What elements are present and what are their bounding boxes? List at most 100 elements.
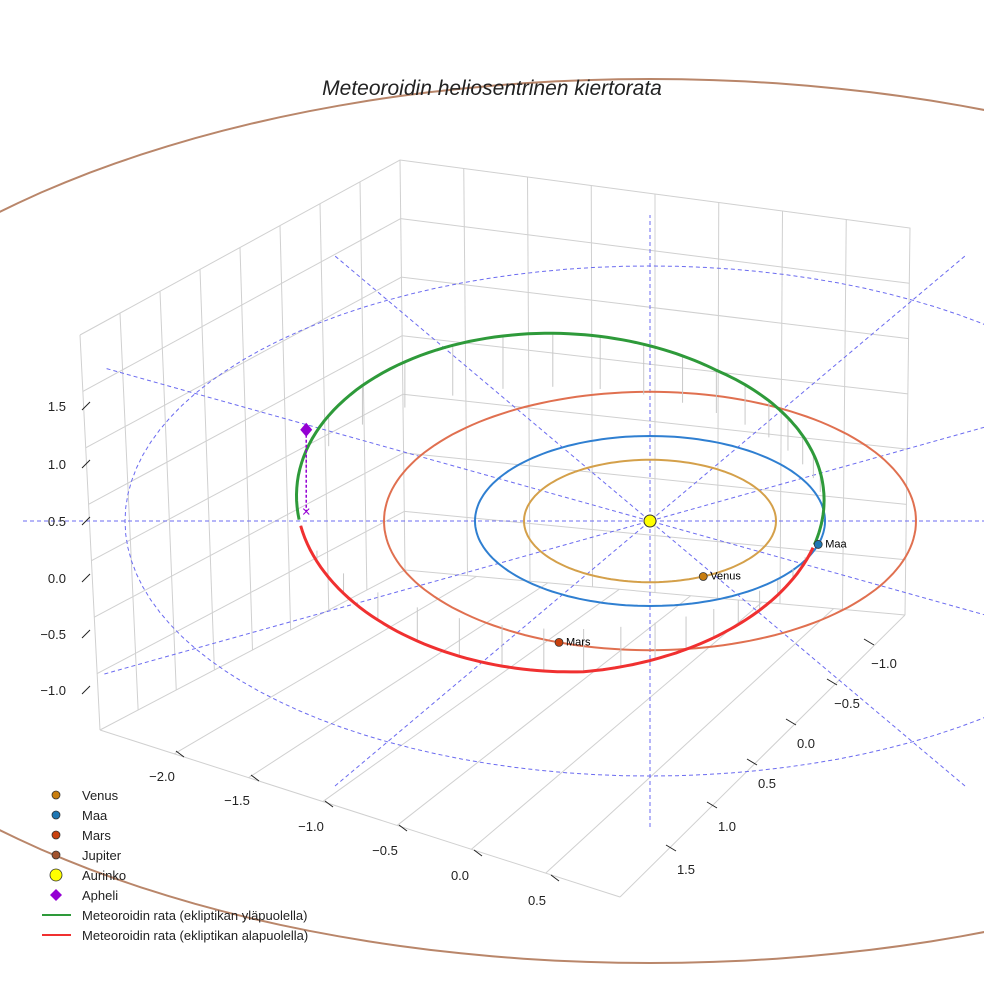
floor-front-edge — [99, 729, 621, 898]
sun-marker — [643, 514, 657, 528]
y-tick-mark — [826, 678, 838, 686]
floor-right-edge — [619, 614, 906, 898]
grid-line — [527, 176, 531, 582]
x-tick-label: 0.0 — [451, 868, 469, 883]
ecliptic-radial-line — [334, 255, 966, 787]
planet-marker-maa — [813, 540, 823, 549]
planet-marker-venus — [698, 572, 708, 581]
planet-label-maa: Maa — [825, 538, 847, 550]
x-tick-label: −0.5 — [372, 843, 398, 858]
legend-label: Apheli — [82, 888, 118, 903]
grid-line — [91, 393, 404, 562]
z-tick-mark — [81, 685, 91, 695]
legend-diamond-icon — [50, 889, 62, 901]
z-tick-mark — [81, 459, 91, 469]
grid-line — [279, 225, 292, 631]
orbit-mars — [382, 390, 917, 652]
z-tick-label: −0.5 — [40, 627, 66, 642]
x-tick-label: −1.0 — [298, 819, 324, 834]
y-tick-label: 1.5 — [677, 862, 695, 877]
grid-line — [159, 291, 177, 691]
z-tick-mark — [81, 629, 91, 639]
y-tick-mark — [706, 801, 718, 809]
grid-line — [88, 335, 403, 505]
grid-line — [402, 393, 908, 450]
grid-line — [400, 218, 910, 284]
y-tick-label: 0.5 — [758, 776, 776, 791]
orbit-maa — [473, 434, 826, 608]
grid-line — [85, 276, 402, 449]
x-tick-mark — [550, 874, 560, 882]
orbit-venus — [522, 458, 777, 584]
back-corner-edge — [399, 159, 406, 571]
legend-label: Jupiter — [82, 848, 122, 863]
y-tick-mark — [746, 758, 758, 766]
grid-line — [96, 510, 405, 675]
x-tick-label: −1.5 — [224, 793, 250, 808]
legend-label: Venus — [82, 788, 119, 803]
grid-line — [82, 218, 401, 392]
chart-title: Meteoroidin heliosentrinen kiertorata — [322, 77, 662, 100]
grid-line — [174, 575, 477, 755]
grid-line — [463, 168, 468, 576]
grid-line — [842, 219, 847, 610]
grid-line — [322, 588, 620, 802]
x-tick-label: −2.0 — [149, 769, 175, 784]
z-tick-label: 1.0 — [48, 457, 66, 472]
y-tick-label: 1.0 — [718, 819, 736, 834]
z-tick-mark — [81, 573, 91, 583]
x-tick-mark — [473, 849, 483, 857]
legend-circle-icon — [49, 868, 63, 882]
ecliptic-radial-line — [334, 255, 966, 787]
grid-line — [119, 313, 139, 711]
legend-label: Mars — [82, 828, 111, 843]
x-tick-mark — [324, 800, 334, 808]
planet-label-venus: Venus — [710, 570, 741, 582]
legend-label: Meteoroidin rata (ekliptikan alapuolella… — [82, 928, 308, 943]
grid-line — [401, 276, 909, 340]
meteoroid-orbit-above — [294, 331, 826, 546]
x-tick-mark — [398, 824, 408, 832]
grid-line — [471, 601, 763, 850]
z-tick-label: 1.5 — [48, 399, 66, 414]
z-tick-label: −1.0 — [40, 683, 66, 698]
y-tick-mark — [785, 718, 797, 726]
grid-line — [590, 185, 593, 587]
y-tick-label: −1.0 — [871, 656, 897, 671]
grid-line — [545, 608, 834, 874]
y-tick-mark — [863, 638, 875, 646]
meteoroid-orbit-below — [299, 525, 815, 674]
grid — [79, 159, 911, 898]
y-tick-label: −0.5 — [834, 696, 860, 711]
legend-circle-icon — [51, 830, 61, 840]
grid-line — [199, 269, 215, 671]
grid-line — [402, 335, 908, 395]
z-tick-mark — [81, 401, 91, 411]
legend-circle-icon — [51, 790, 61, 800]
x-tick-mark — [250, 774, 260, 782]
grid-line — [248, 582, 549, 779]
legend-label: Meteoroidin rata (ekliptikan yläpuolella… — [82, 908, 307, 923]
z-tick-mark — [81, 516, 91, 526]
grid-line — [396, 595, 692, 826]
grid-line — [94, 452, 404, 618]
aphelion-marker — [300, 422, 313, 437]
grid-line — [319, 203, 330, 611]
grid-line — [717, 202, 720, 599]
z-tick-label: 0.5 — [48, 514, 66, 529]
left-pane-edge — [79, 334, 101, 731]
legend-label: Aurinko — [82, 868, 126, 883]
y-tick-mark — [665, 844, 677, 852]
planet-marker-mars — [554, 638, 564, 647]
x-tick-mark — [175, 750, 185, 758]
y-tick-label: 0.0 — [797, 736, 815, 751]
grid-line — [404, 510, 906, 561]
legend-label: Maa — [82, 808, 108, 823]
grid-line — [779, 210, 783, 604]
legend-circle-icon — [51, 810, 61, 820]
aphelion-projection-x-icon: × — [302, 503, 311, 520]
planet-label-mars: Mars — [566, 636, 591, 648]
z-tick-label: 0.0 — [48, 571, 66, 586]
